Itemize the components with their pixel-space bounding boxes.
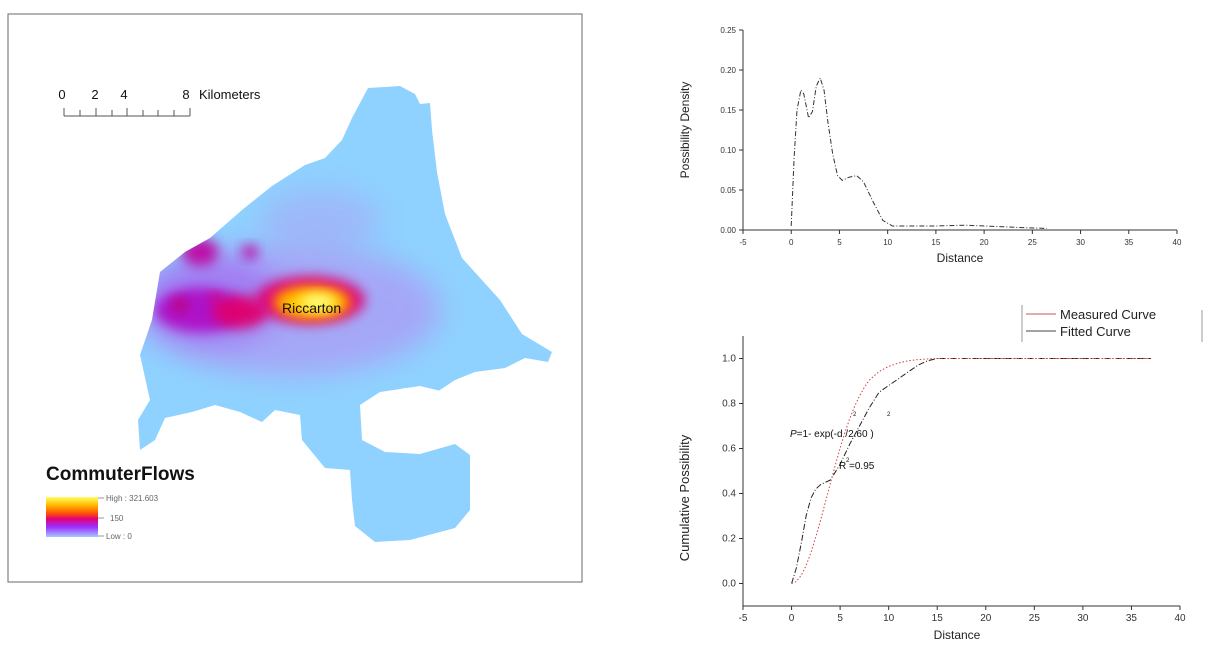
x-tick-label: 30 bbox=[1077, 613, 1089, 624]
x-tick-label: 25 bbox=[1029, 613, 1041, 624]
x-tick-label: 0 bbox=[789, 238, 794, 247]
y-tick-label: 0.25 bbox=[720, 26, 736, 35]
legend-title: CommuterFlows bbox=[46, 464, 195, 485]
measured-curve-line bbox=[791, 358, 1151, 584]
scale-tick-2: 2 bbox=[91, 87, 98, 102]
x-tick-label: 20 bbox=[980, 613, 992, 624]
density-series-line bbox=[790, 76, 1047, 229]
commuter-flow-map: Riccarton 0 2 4 8 Kilometers CommuterFlo… bbox=[0, 0, 600, 600]
fitted-curve-line bbox=[791, 358, 1151, 584]
cumulative-ticks: -5 0 5 10 15 20 25 30 35 40 0.0 0.2 0.4 0.6 0.8 1.0 bbox=[722, 336, 1186, 624]
cumulative-legend: Measured Curve Fitted Curve bbox=[1021, 305, 1203, 342]
density-chart: -5 0 5 10 15 20 25 30 35 40 0.00 0.05 0.10 0.15 0.20 0.… bbox=[640, 0, 1200, 275]
x-tick-label: 15 bbox=[931, 238, 940, 247]
equation-superscript-1: 2 bbox=[853, 412, 857, 418]
density-y-axis-label: Possibility Density bbox=[678, 82, 692, 179]
legend-high-label: High : 321.603 bbox=[106, 494, 159, 503]
cumulative-lines bbox=[791, 358, 1151, 584]
y-tick-label: 0.0 bbox=[722, 579, 736, 590]
x-tick-label: -5 bbox=[739, 238, 747, 247]
y-tick-label: 0.8 bbox=[722, 399, 736, 410]
y-tick-label: 0.4 bbox=[722, 489, 736, 500]
y-tick-label: 0.2 bbox=[722, 534, 736, 545]
legend-low-label: Low : 0 bbox=[106, 532, 132, 541]
fit-equation: P=1- exp(-d /2.60 ) 2 2 bbox=[790, 412, 891, 440]
density-lines bbox=[790, 76, 1047, 229]
scale-tick-8: 8 bbox=[182, 87, 189, 102]
x-tick-label: 0 bbox=[789, 613, 795, 624]
y-tick-label: 0.20 bbox=[720, 66, 736, 75]
x-tick-label: 20 bbox=[980, 238, 989, 247]
legend-fitted-label: Fitted Curve bbox=[1060, 324, 1131, 339]
cumulative-y-axis-label: Cumulative Possibility bbox=[677, 434, 692, 561]
map-svg: Riccarton 0 2 4 8 Kilometers CommuterFlo… bbox=[7, 13, 583, 583]
x-tick-label: 5 bbox=[837, 238, 842, 247]
scale-tick-4: 4 bbox=[120, 87, 127, 102]
scale-tick-0: 0 bbox=[58, 87, 65, 102]
x-tick-label: 35 bbox=[1124, 238, 1133, 247]
y-tick-label: 0.05 bbox=[720, 186, 736, 195]
cumulative-chart: -5 0 5 10 15 20 25 30 35 40 0.0 0.2 0.4 0.6 0.8 1.0 Mea… bbox=[640, 290, 1216, 643]
density-chart-svg: -5 0 5 10 15 20 25 30 35 40 0.00 0.05 0.10 0.15 0.20 0.… bbox=[678, 26, 1182, 265]
legend-mid-label: 150 bbox=[110, 514, 124, 523]
equation-superscript-2: 2 bbox=[887, 412, 891, 418]
x-tick-label: 30 bbox=[1076, 238, 1085, 247]
place-label-riccarton: Riccarton bbox=[282, 300, 341, 316]
harbour-cutout bbox=[360, 386, 445, 428]
legend-color-ramp bbox=[46, 497, 98, 537]
cumulative-x-axis-label: Distance bbox=[934, 628, 981, 642]
y-tick-label: 0.00 bbox=[720, 226, 736, 235]
y-tick-label: 1.0 bbox=[722, 354, 736, 365]
x-tick-label: 10 bbox=[883, 238, 892, 247]
x-tick-label: 35 bbox=[1126, 613, 1138, 624]
cumulative-chart-svg: -5 0 5 10 15 20 25 30 35 40 0.0 0.2 0.4 0.6 0.8 1.0 Mea… bbox=[677, 305, 1203, 642]
equation-text: P=1- exp(-d /2.60 ) bbox=[790, 429, 874, 440]
r-squared-superscript: 2 bbox=[846, 458, 850, 464]
r-squared-text: R =0.95 bbox=[839, 461, 875, 472]
r-squared-label: R =0.95 2 bbox=[839, 458, 875, 472]
y-tick-label: 0.15 bbox=[720, 106, 736, 115]
x-tick-label: 10 bbox=[883, 613, 895, 624]
heat-density bbox=[140, 190, 440, 375]
x-tick-label: 15 bbox=[932, 613, 944, 624]
x-tick-label: 40 bbox=[1174, 613, 1186, 624]
scale-unit: Kilometers bbox=[199, 87, 261, 102]
density-x-axis-label: Distance bbox=[937, 251, 984, 265]
density-ticks: -5 0 5 10 15 20 25 30 35 40 0.00 0.05 0.10 0.15 0.20 0.… bbox=[720, 26, 1182, 247]
y-tick-label: 0.10 bbox=[720, 146, 736, 155]
y-tick-label: 0.6 bbox=[722, 444, 736, 455]
legend-measured-label: Measured Curve bbox=[1060, 307, 1156, 322]
x-tick-label: -5 bbox=[739, 613, 748, 624]
x-tick-label: 25 bbox=[1028, 238, 1037, 247]
map-legend: CommuterFlows High : 321.603 150 Low : 0 bbox=[46, 464, 195, 541]
x-tick-label: 5 bbox=[837, 613, 843, 624]
scale-bar: 0 2 4 8 Kilometers bbox=[58, 87, 261, 117]
x-tick-label: 40 bbox=[1173, 238, 1182, 247]
